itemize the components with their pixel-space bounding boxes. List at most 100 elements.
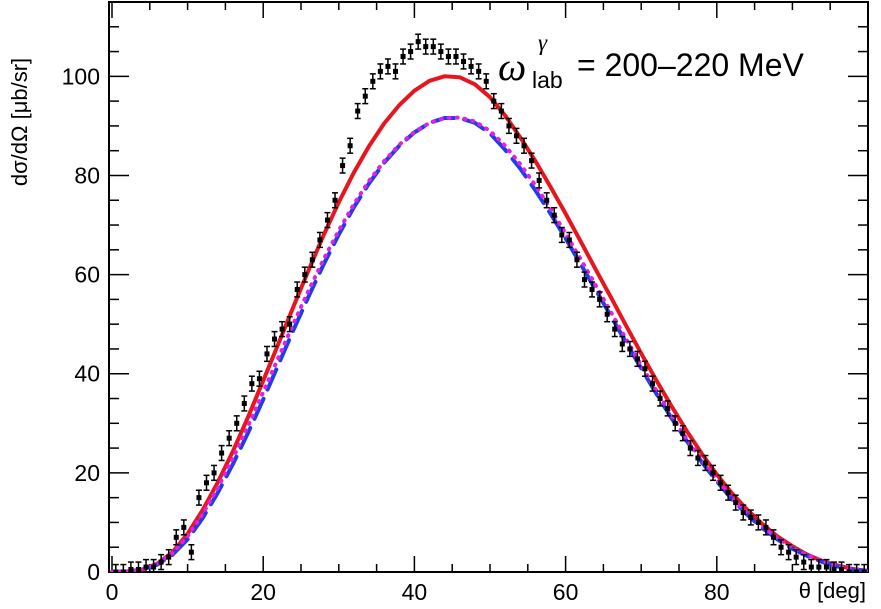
data-point bbox=[180, 519, 187, 536]
data-point bbox=[528, 152, 535, 169]
data-point bbox=[710, 464, 717, 482]
data-point bbox=[513, 127, 520, 145]
data-point bbox=[143, 558, 150, 572]
point-marker bbox=[476, 68, 482, 74]
data-point bbox=[505, 117, 512, 135]
y-tick-label: 60 bbox=[74, 262, 100, 288]
data-point bbox=[589, 281, 596, 298]
point-marker bbox=[445, 54, 451, 60]
data-point bbox=[339, 157, 346, 174]
y-tick-label: 80 bbox=[74, 162, 100, 188]
data-point bbox=[241, 395, 248, 412]
data-point bbox=[135, 561, 142, 572]
data-point bbox=[747, 509, 754, 526]
x-tick-label: 80 bbox=[704, 579, 730, 605]
point-marker bbox=[551, 212, 557, 218]
data-point bbox=[793, 548, 800, 566]
data-point bbox=[634, 350, 641, 368]
point-marker bbox=[536, 177, 542, 183]
data-point bbox=[392, 63, 399, 80]
point-marker bbox=[211, 470, 217, 476]
data-point bbox=[165, 548, 172, 566]
data-point bbox=[543, 192, 550, 209]
data-point bbox=[332, 192, 339, 209]
data-point bbox=[573, 251, 580, 268]
data-point bbox=[324, 211, 331, 229]
x-tick-label: 0 bbox=[106, 579, 119, 605]
data-point bbox=[256, 370, 263, 387]
point-marker bbox=[355, 108, 361, 114]
x-tick-label: 40 bbox=[402, 579, 428, 605]
point-marker bbox=[559, 232, 565, 238]
data-point bbox=[422, 38, 429, 55]
y-tick-label: 40 bbox=[74, 361, 100, 387]
point-marker bbox=[831, 567, 837, 572]
point-marker bbox=[430, 44, 436, 50]
data-point bbox=[536, 172, 543, 189]
point-marker bbox=[665, 405, 671, 411]
point-marker bbox=[461, 58, 467, 64]
data-point bbox=[218, 444, 225, 462]
point-marker bbox=[234, 420, 240, 426]
axis-ticks bbox=[109, 2, 869, 573]
plot-area bbox=[110, 33, 868, 572]
point-marker bbox=[574, 257, 580, 263]
data-point bbox=[732, 494, 739, 511]
point-marker bbox=[680, 430, 686, 436]
y-axis-title: dσ/dΩ [μb/sr] bbox=[7, 58, 32, 186]
annotation-symbol: ω bbox=[498, 44, 526, 89]
data-point bbox=[785, 543, 792, 561]
data-point bbox=[445, 48, 452, 65]
point-marker bbox=[294, 286, 300, 292]
data-point bbox=[861, 563, 868, 572]
data-point bbox=[150, 558, 157, 572]
point-marker bbox=[347, 143, 353, 149]
data-point bbox=[286, 315, 293, 333]
point-marker bbox=[491, 98, 497, 104]
series-magenta-dotted bbox=[110, 115, 868, 572]
point-marker bbox=[808, 564, 814, 570]
data-point bbox=[815, 558, 822, 572]
point-marker bbox=[332, 197, 338, 203]
point-marker bbox=[846, 569, 852, 572]
data-point bbox=[452, 48, 459, 65]
point-marker bbox=[854, 569, 860, 572]
annotation-value: = 200–220 MeV bbox=[577, 47, 805, 83]
data-point bbox=[657, 390, 664, 407]
point-marker bbox=[279, 326, 285, 332]
point-marker bbox=[582, 277, 587, 283]
point-marker bbox=[710, 470, 716, 476]
point-marker bbox=[400, 54, 406, 60]
data-point bbox=[823, 558, 830, 572]
data-point bbox=[717, 474, 724, 491]
point-marker bbox=[672, 420, 678, 426]
point-marker bbox=[362, 93, 368, 99]
data-point bbox=[740, 504, 747, 521]
point-marker bbox=[740, 510, 746, 516]
point-marker bbox=[468, 63, 474, 69]
data-point bbox=[483, 73, 490, 90]
point-marker bbox=[566, 237, 572, 243]
data-point bbox=[271, 330, 278, 348]
data-point bbox=[687, 439, 694, 457]
point-marker bbox=[816, 564, 822, 570]
point-marker bbox=[385, 63, 391, 69]
point-marker bbox=[483, 78, 489, 84]
point-marker bbox=[256, 376, 262, 382]
point-marker bbox=[612, 326, 618, 332]
point-marker bbox=[513, 133, 519, 139]
data-point bbox=[354, 102, 361, 120]
data-point bbox=[725, 484, 732, 501]
point-marker bbox=[340, 163, 346, 169]
data-point bbox=[430, 38, 437, 55]
data-point bbox=[263, 345, 270, 363]
data-point bbox=[316, 231, 323, 249]
data-point bbox=[672, 415, 679, 432]
point-marker bbox=[589, 286, 595, 292]
data-point bbox=[838, 561, 845, 572]
point-marker bbox=[113, 569, 119, 572]
point-marker bbox=[839, 567, 845, 572]
point-marker bbox=[702, 460, 708, 466]
point-marker bbox=[823, 564, 829, 570]
point-marker bbox=[204, 480, 209, 486]
